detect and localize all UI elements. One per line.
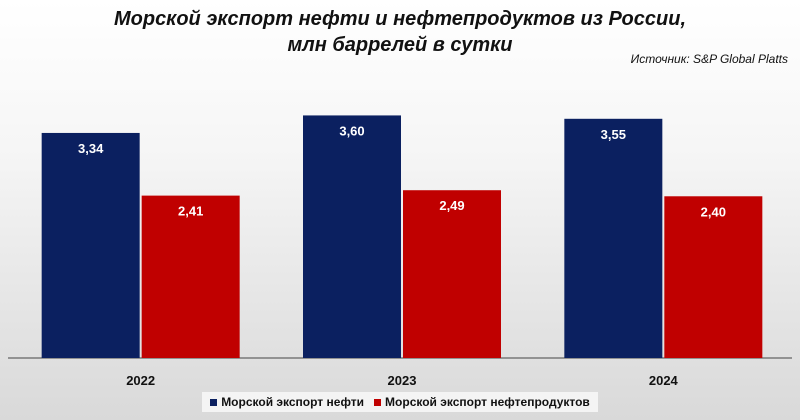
bar-2023-series-1 <box>403 190 501 358</box>
legend-swatch-oil <box>210 398 218 406</box>
legend-swatch-products <box>374 398 382 406</box>
legend-item-oil: Морской экспорт нефти <box>210 395 364 409</box>
data-label-2022-series-0: 3,34 <box>78 141 104 156</box>
chart-title: Морской экспорт нефти и нефтепродуктов и… <box>0 6 800 58</box>
legend-label-products: Морской экспорт нефтепродуктов <box>385 395 590 409</box>
bar-2024-series-1 <box>664 196 763 358</box>
x-tick-label-2022: 2022 <box>126 373 155 388</box>
chart-title-line1: Морской экспорт нефти и нефтепродуктов и… <box>113 8 687 30</box>
x-tick-label-2024: 2024 <box>649 373 679 388</box>
bar-2024-series-0 <box>564 118 663 358</box>
bar-2022-series-0 <box>41 132 140 358</box>
data-label-2022-series-1: 2,41 <box>178 204 203 219</box>
data-label-2024-series-0: 3,55 <box>601 127 626 142</box>
data-label-2023-series-1: 2,49 <box>439 198 464 213</box>
legend-item-products: Морской экспорт нефтепродуктов <box>374 395 590 409</box>
data-label-2023-series-0: 3,60 <box>339 123 364 138</box>
x-tick-label-2023: 2023 <box>388 373 417 388</box>
bar-2022-series-1 <box>141 195 240 358</box>
legend-label-oil: Морской экспорт нефти <box>221 395 365 409</box>
legend: Морской экспорт нефти Морской экспорт не… <box>0 392 800 412</box>
source-note: Источник: S&P Global Platts <box>630 52 788 66</box>
chart-title-line2: млн баррелей в сутки <box>287 34 513 56</box>
data-label-2024-series-1: 2,40 <box>701 204 726 219</box>
bar-2023-series-0 <box>303 115 401 358</box>
